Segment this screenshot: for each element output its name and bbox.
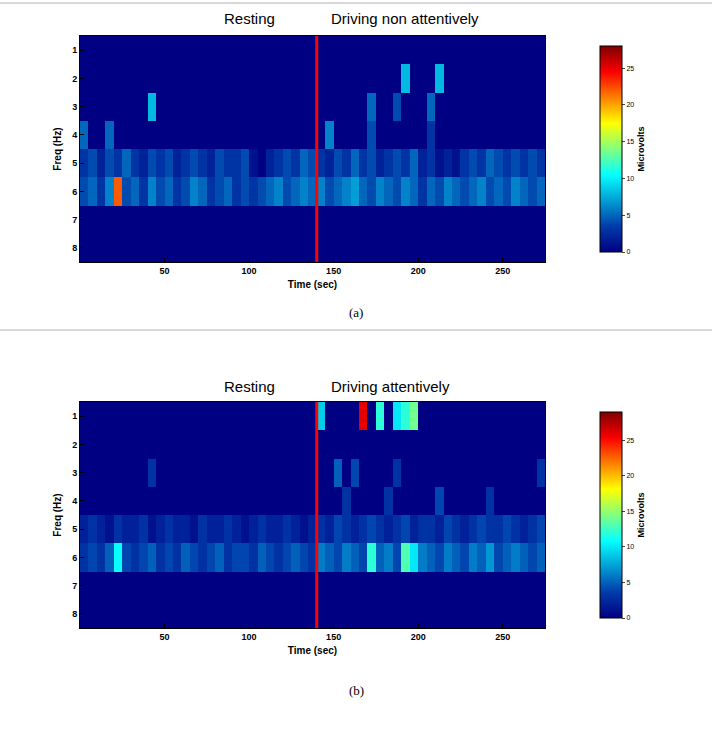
- svg-text:8: 8: [72, 243, 77, 253]
- svg-text:15: 15: [626, 508, 634, 515]
- svg-text:200: 200: [411, 632, 426, 642]
- svg-text:25: 25: [626, 65, 634, 72]
- svg-text:1: 1: [72, 45, 77, 55]
- svg-text:5: 5: [626, 212, 630, 219]
- svg-text:250: 250: [495, 632, 510, 642]
- svg-text:6: 6: [72, 187, 77, 197]
- svg-text:8: 8: [72, 609, 77, 619]
- svg-text:150: 150: [326, 632, 341, 642]
- svg-text:1: 1: [72, 411, 77, 421]
- svg-text:Driving non attentively: Driving non attentively: [331, 10, 479, 27]
- svg-text:7: 7: [72, 581, 77, 591]
- svg-text:7: 7: [72, 215, 77, 225]
- svg-text:25: 25: [626, 437, 634, 444]
- svg-text:Freq (Hz): Freq (Hz): [52, 127, 63, 170]
- svg-text:100: 100: [242, 632, 257, 642]
- svg-text:Freq (Hz): Freq (Hz): [52, 493, 63, 536]
- svg-text:10: 10: [626, 175, 634, 182]
- svg-text:10: 10: [626, 543, 634, 550]
- svg-text:4: 4: [72, 496, 77, 506]
- svg-text:Resting: Resting: [224, 10, 275, 27]
- svg-text:5: 5: [72, 158, 77, 168]
- svg-text:Microvolts: Microvolts: [636, 126, 646, 171]
- svg-text:6: 6: [72, 553, 77, 563]
- svg-text:15: 15: [626, 138, 634, 145]
- svg-text:50: 50: [160, 632, 170, 642]
- svg-text:Time (sec): Time (sec): [288, 279, 337, 290]
- svg-text:5: 5: [72, 524, 77, 534]
- svg-text:100: 100: [242, 266, 257, 276]
- svg-text:Time (sec): Time (sec): [288, 645, 337, 656]
- svg-text:20: 20: [626, 472, 634, 479]
- svg-text:250: 250: [495, 266, 510, 276]
- svg-text:4: 4: [72, 130, 77, 140]
- svg-text:5: 5: [626, 579, 630, 586]
- svg-text:Driving attentively: Driving attentively: [331, 378, 450, 395]
- svg-text:2: 2: [72, 440, 77, 450]
- svg-text:3: 3: [72, 468, 77, 478]
- svg-text:20: 20: [626, 101, 634, 108]
- svg-text:200: 200: [411, 266, 426, 276]
- svg-text:(a): (a): [349, 305, 363, 320]
- svg-text:0: 0: [626, 614, 630, 621]
- svg-text:(b): (b): [349, 683, 364, 698]
- svg-text:50: 50: [160, 266, 170, 276]
- svg-text:3: 3: [72, 102, 77, 112]
- svg-text:Resting: Resting: [224, 378, 275, 395]
- svg-text:2: 2: [72, 74, 77, 84]
- svg-text:150: 150: [326, 266, 341, 276]
- svg-text:0: 0: [626, 248, 630, 255]
- svg-text:Microvolts: Microvolts: [636, 492, 646, 537]
